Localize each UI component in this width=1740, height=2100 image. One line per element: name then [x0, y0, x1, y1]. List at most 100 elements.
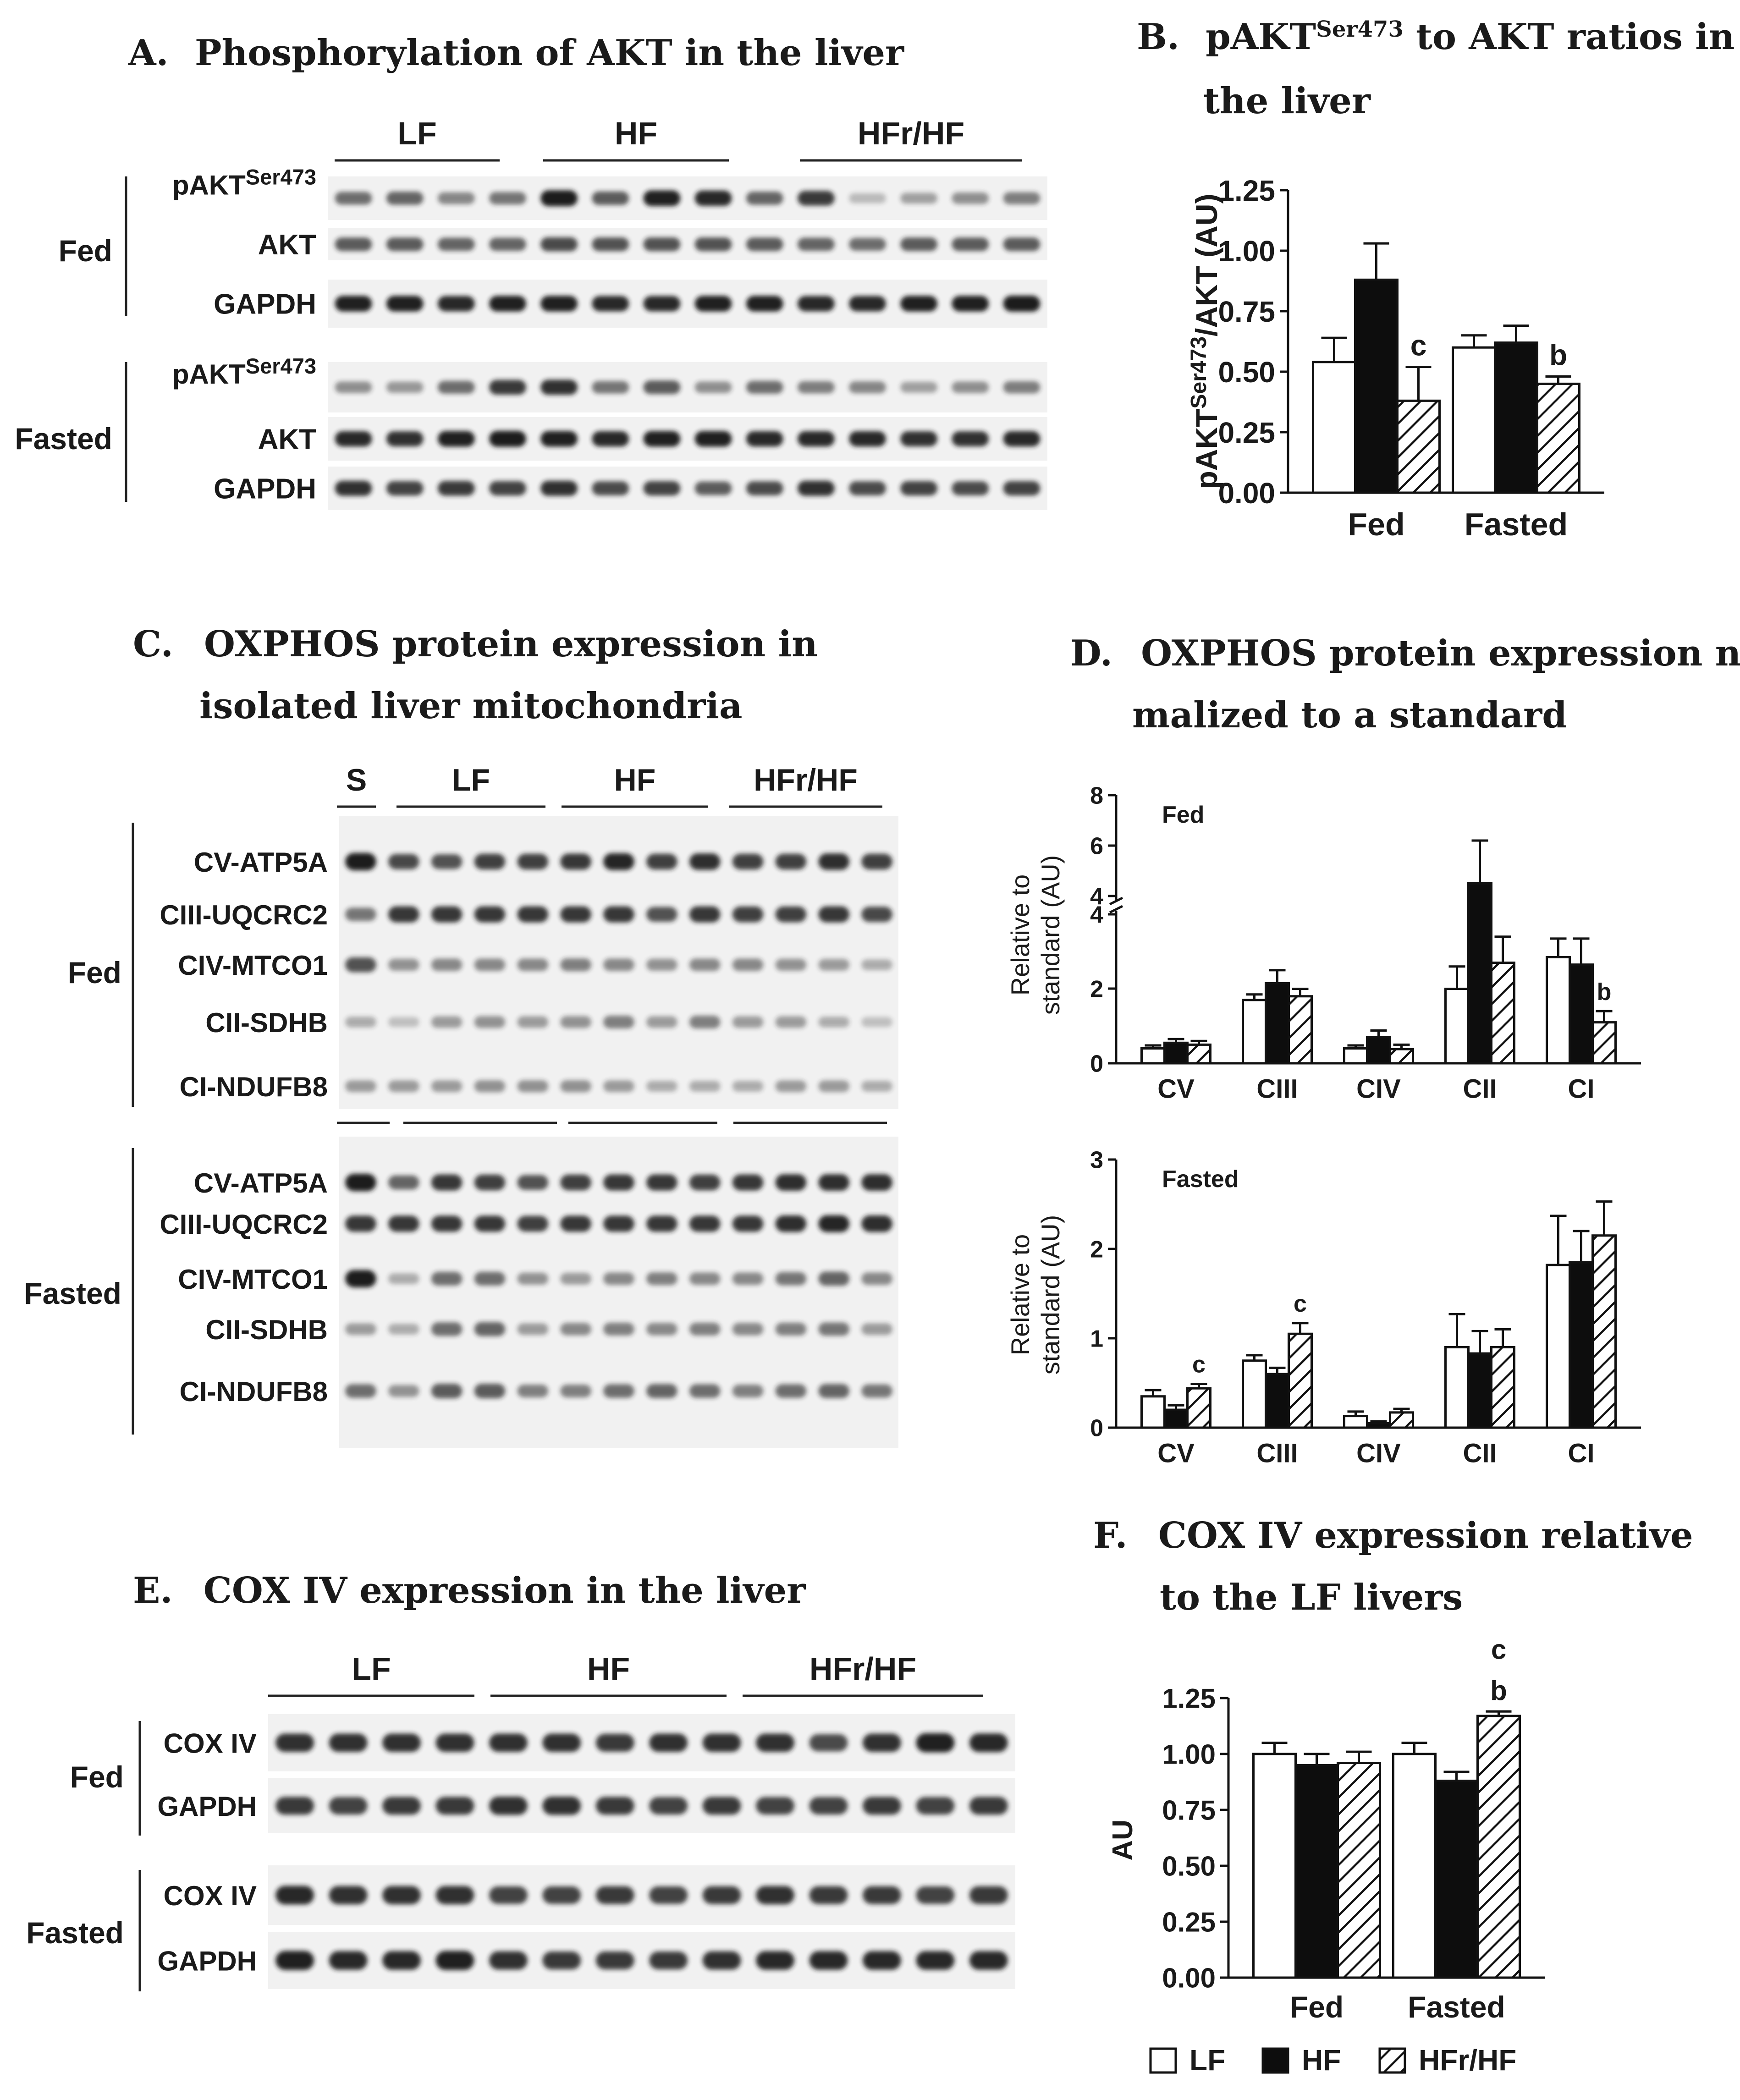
- blot-e-strip-2-band: [329, 1886, 368, 1904]
- blot-c-fasted-band: [517, 1175, 549, 1190]
- blot-a-strip-1-band: [643, 237, 681, 252]
- blot-e-strip-1-band: [595, 1797, 634, 1815]
- blot-e-strip-2-band: [702, 1886, 741, 1904]
- blot-a-strip-4-band: [643, 431, 681, 447]
- legend-label-white: LF: [1189, 2044, 1225, 2077]
- blot-c-fed-band: [388, 854, 419, 869]
- blot-c-fasted-band: [431, 1322, 463, 1336]
- blot-a-strip-1-band: [335, 237, 372, 251]
- blot-a-strip-3-band: [952, 381, 989, 393]
- blot-c-fasted-band: [345, 1323, 376, 1335]
- blot-c-fed-band: [603, 958, 634, 971]
- blot-c-fasted-band: [775, 1215, 807, 1232]
- blot-c-fed-band: [818, 1080, 850, 1092]
- chart-f-x-tick-label: Fed: [1290, 1990, 1344, 2024]
- blot-e-strip-1-band: [435, 1797, 474, 1815]
- chart-b-chart: 0.00 0.25 0.50 0.75 1.00 1.25 c Fed b Fasted pAKTS…: [1187, 174, 1604, 542]
- chart-d-fasted-chart: 0 1 2 3 c CV c CIII CIV CII CI Fasted Relative tosta…: [1006, 1147, 1641, 1468]
- chart-d-fed-bar-hfr-hf: [1389, 1048, 1414, 1065]
- panel-c-letter: C.: [133, 623, 173, 665]
- blot-a-strip-5-bg: [328, 467, 1047, 510]
- blot-a-strip-1: [328, 228, 1047, 260]
- blot-c-fasted-band: [345, 1384, 376, 1398]
- blot-a-strip-4-band: [437, 431, 475, 447]
- chart-f-bar-lf: [1252, 1753, 1297, 1979]
- blot-e-row-label-1: GAPDH: [157, 1791, 257, 1822]
- chart-b-bar-hf: [1354, 278, 1399, 494]
- blot-c-fed-band: [603, 1015, 634, 1029]
- blot-e-strip-3-band: [595, 1951, 634, 1970]
- blot-a-strip-4: [328, 417, 1047, 461]
- chart-f-bar-hfr-hf: [1337, 1762, 1381, 1979]
- blot-e-row-label-2: COX IV: [164, 1880, 257, 1911]
- chart-b-bar-lf: [1452, 346, 1496, 494]
- blot-c-fasted-band: [603, 1322, 634, 1336]
- blot-c-fed-band: [689, 906, 721, 923]
- blot-a-strip-4-band: [694, 431, 732, 447]
- blot-c-fed-band: [388, 1017, 419, 1027]
- blot-c-fasted-band: [775, 1174, 807, 1191]
- blot-e-strip-0: [268, 1714, 1015, 1771]
- panel-b-letter: B.: [1137, 16, 1180, 58]
- chart-d-fed-bar-hf: [1265, 982, 1290, 1065]
- blot-c-fed-band: [775, 1080, 807, 1092]
- blot-a-strip-5-band: [437, 481, 475, 496]
- blot-c-fasted-band: [689, 1384, 721, 1398]
- blot-c-fasted-band: [646, 1384, 677, 1398]
- blot-a-strip-2-band: [643, 296, 681, 312]
- blot-c-fasted-band: [474, 1322, 506, 1336]
- blot-c-fasted-band: [388, 1273, 419, 1284]
- chart-d-fed-y-tick-label: 8: [1090, 783, 1103, 809]
- blot-c-fasted-band: [517, 1384, 549, 1398]
- blot-c-fasted-band: [517, 1323, 549, 1335]
- chart-d-fasted-bar-hf: [1265, 1373, 1290, 1429]
- chart-f-bar-hfr-hf: [1476, 1715, 1521, 1979]
- chart-d-fasted-x-tick-label: CII: [1463, 1438, 1497, 1468]
- chart-b-y-tick-label: 0.00: [1218, 477, 1275, 510]
- blot-e-strip-1-band: [489, 1797, 528, 1815]
- chart-f-significance-label: b: [1490, 1675, 1507, 1706]
- blot-c-fed-band: [689, 853, 721, 870]
- chart-b-x-tick-label: Fasted: [1465, 506, 1568, 542]
- legend-swatch-hatched: [1378, 2047, 1406, 2074]
- blot-c-fed-band: [517, 906, 549, 923]
- blot-a-condition-fasted: Fasted: [15, 422, 112, 456]
- blot-a-strip-2-band: [540, 296, 578, 312]
- blot-a-row-label-0: pAKTSer473: [172, 165, 316, 201]
- chart-d-fed-x-tick-label: CII: [1463, 1074, 1497, 1104]
- chart-layer: 0.00 0.25 0.50 0.75 1.00 1.25 c Fed b Fasted pAKTS…: [1006, 174, 1641, 2024]
- blot-e-strip-1-band: [702, 1797, 741, 1815]
- blot-e-strip-0-band: [702, 1733, 741, 1752]
- blot-a-strip-4-band: [952, 431, 989, 446]
- blot-c-fed-band: [345, 1080, 376, 1092]
- blot-a-row-label-0-sup: Ser473: [246, 165, 316, 189]
- chart-d-fed-y-axis-label-line2: standard (AU): [1036, 855, 1065, 1015]
- blot-e-strip-0-band: [969, 1733, 1008, 1752]
- chart-d-fed-axis-break-mark: [1109, 896, 1123, 906]
- blot-e-strip-2-band: [809, 1886, 848, 1904]
- blot-c-fasted-band: [603, 1215, 634, 1232]
- blot-e-strip-0-band: [329, 1733, 368, 1752]
- blot-c-fed-band: [560, 853, 591, 870]
- blot-a-strip-3-band: [540, 379, 578, 395]
- blot-c-fasted-band: [474, 1384, 506, 1398]
- blot-c-fasted-band: [560, 1384, 591, 1398]
- chart-d-fasted-bar-hfr-hf: [1490, 1346, 1515, 1429]
- chart-d-fed-x-tick-label: CIII: [1256, 1074, 1298, 1104]
- blot-a-strip-5-band: [386, 481, 424, 496]
- blot-c-fasted-band: [818, 1174, 850, 1191]
- blot-e-strip-3: [268, 1932, 1015, 1989]
- chart-f-y-axis-label: AU: [1107, 1820, 1139, 1861]
- blot-c-fasted-band: [474, 1174, 506, 1191]
- blot-c-fasted-row-label: CII-SDHB: [205, 1314, 328, 1345]
- chart-d-fasted-y-axis-label: Relative tostandard (AU): [1006, 1215, 1065, 1375]
- blot-e-condition-fed: Fed: [70, 1760, 124, 1794]
- blot-a-strip-1-band: [386, 237, 424, 251]
- blot-c-fasted-band: [732, 1272, 764, 1285]
- blot-a-strip-5-band: [1003, 481, 1041, 496]
- blot-c-fasted-band: [560, 1215, 591, 1232]
- blot-e-strip-3-band: [863, 1951, 901, 1970]
- blot-e-strip-3-bg: [268, 1932, 1015, 1989]
- chart-d-fed-y-axis-label-line1: Relative to: [1006, 874, 1035, 996]
